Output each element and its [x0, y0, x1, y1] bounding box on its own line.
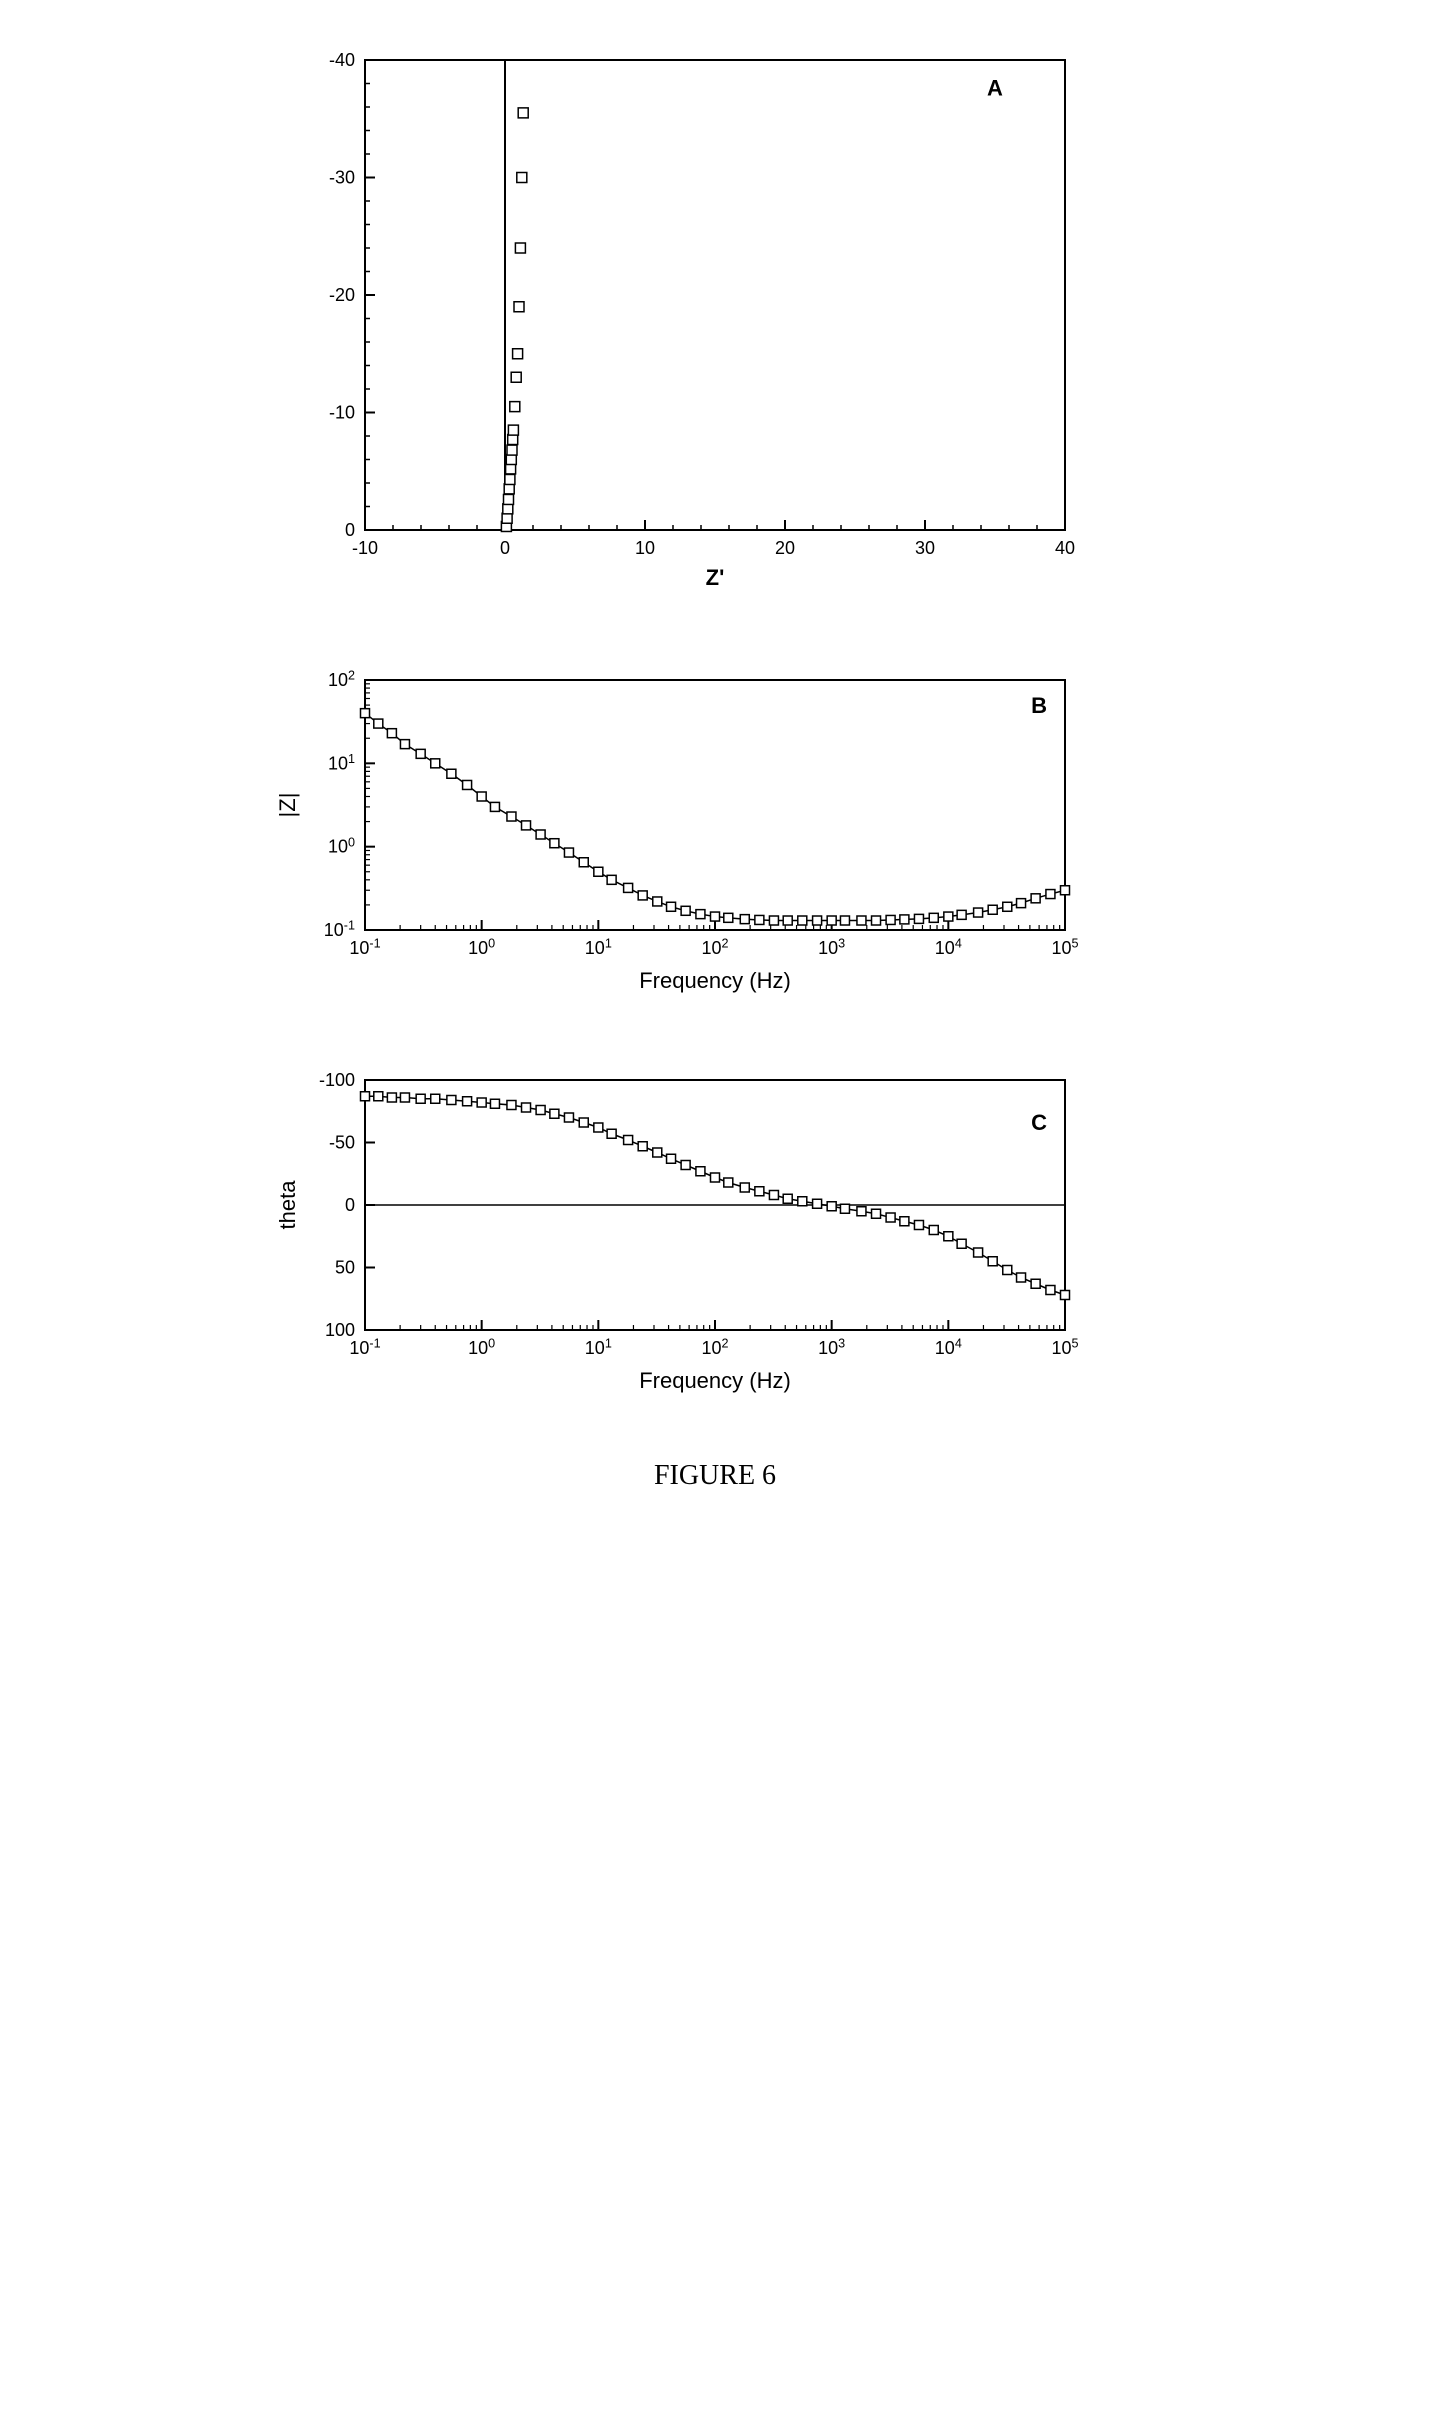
svg-text:102: 102: [328, 669, 355, 690]
svg-text:theta: theta: [275, 1180, 300, 1230]
svg-text:40: 40: [1055, 538, 1075, 558]
panel-b-svg: 10-1 100 101 102 103 104 105 10-1 100 101 102 Frequ…: [265, 660, 1085, 1000]
svg-text:10-1: 10-1: [324, 919, 355, 940]
svg-text:50: 50: [335, 1258, 355, 1278]
svg-text:101: 101: [585, 1337, 612, 1358]
svg-text:102: 102: [701, 937, 728, 958]
panel-a-wrap: -100102030400-10-20-30-40Z'A: [265, 40, 1165, 600]
svg-text:10-1: 10-1: [349, 937, 380, 958]
svg-text:103: 103: [818, 1337, 845, 1358]
svg-text:Frequency (Hz): Frequency (Hz): [639, 968, 791, 993]
svg-text:100: 100: [328, 835, 355, 856]
svg-text:-50: -50: [329, 1133, 355, 1153]
svg-text:0: 0: [345, 520, 355, 540]
svg-text:100: 100: [468, 1337, 495, 1358]
svg-text:0: 0: [345, 1195, 355, 1215]
svg-text:104: 104: [935, 1337, 962, 1358]
svg-text:100: 100: [325, 1320, 355, 1340]
svg-text:105: 105: [1051, 937, 1078, 958]
svg-text:101: 101: [585, 937, 612, 958]
svg-text:0: 0: [500, 538, 510, 558]
figure-label: FIGURE 6: [265, 1460, 1165, 1492]
svg-text:A: A: [987, 75, 1003, 100]
svg-text:-10: -10: [352, 538, 378, 558]
svg-text:Z': Z': [706, 565, 725, 590]
svg-text:-100: -100: [319, 1070, 355, 1090]
svg-text:100: 100: [468, 937, 495, 958]
svg-text:10: 10: [635, 538, 655, 558]
svg-text:|Z|: |Z|: [275, 793, 300, 818]
svg-text:101: 101: [328, 752, 355, 773]
svg-text:102: 102: [701, 1337, 728, 1358]
svg-text:-10: -10: [329, 403, 355, 423]
svg-text:104: 104: [935, 937, 962, 958]
svg-text:C: C: [1031, 1110, 1047, 1135]
svg-text:30: 30: [915, 538, 935, 558]
svg-text:-40: -40: [329, 50, 355, 70]
figure-6-container: -100102030400-10-20-30-40Z'A 10-11001011…: [265, 40, 1165, 1492]
svg-text:103: 103: [818, 937, 845, 958]
svg-text:105: 105: [1051, 1337, 1078, 1358]
svg-text:-20: -20: [329, 285, 355, 305]
svg-text:Frequency (Hz): Frequency (Hz): [639, 1368, 791, 1393]
svg-text:B: B: [1031, 693, 1047, 718]
panel-a-svg: -100102030400-10-20-30-40Z'A: [265, 40, 1085, 600]
svg-text:-30: -30: [329, 168, 355, 188]
panel-c-svg: 10-1100101102103104105-100-50050100Frequ…: [265, 1060, 1085, 1400]
svg-text:20: 20: [775, 538, 795, 558]
panel-c-wrap: 10-1100101102103104105-100-50050100Frequ…: [265, 1060, 1165, 1400]
panel-b-wrap: 10-1 100 101 102 103 104 105 10-1 100 101 102 Frequ…: [265, 660, 1165, 1000]
